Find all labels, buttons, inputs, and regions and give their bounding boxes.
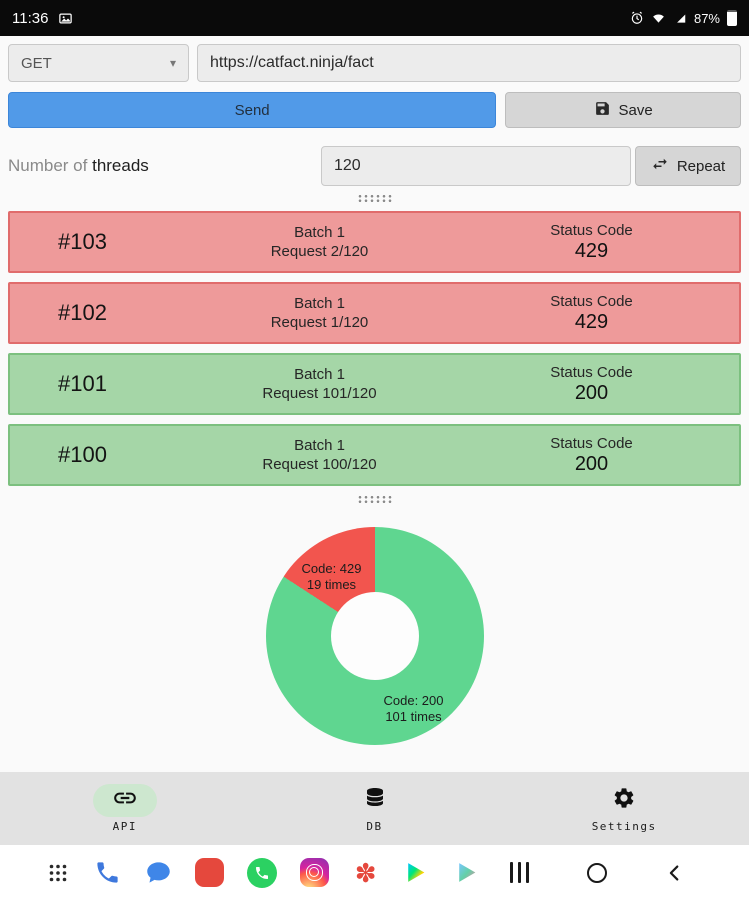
actions-row: Send Save	[8, 92, 741, 128]
nav-item-settings[interactable]: Settings	[499, 784, 749, 833]
nav-label-settings: Settings	[591, 820, 657, 833]
instagram-app-icon[interactable]	[299, 857, 329, 889]
messages-app-icon[interactable]	[145, 857, 172, 889]
result-id: #101	[58, 371, 107, 396]
http-method-value: GET	[21, 54, 52, 72]
phone-app-icon[interactable]	[94, 857, 121, 889]
send-button-label: Send	[234, 101, 270, 119]
repeat-button-label: Repeat	[676, 157, 726, 175]
bottom-navigation: API DB Settings	[0, 772, 749, 845]
selected-pill	[92, 784, 157, 817]
results-list: #103 Batch 1 Request 2/120 Status Code 4…	[0, 211, 749, 486]
threads-count-input[interactable]	[321, 146, 631, 186]
signal-icon	[673, 11, 687, 25]
database-icon	[363, 786, 387, 815]
threads-label: Number of threads	[8, 156, 149, 175]
donut-chart	[265, 527, 484, 745]
gear-icon	[612, 786, 636, 815]
resize-handle-top[interactable]	[356, 194, 393, 203]
save-button[interactable]: Save	[505, 92, 741, 128]
flower-app-icon[interactable]: ✽	[354, 857, 377, 888]
screenshot-icon	[58, 11, 73, 26]
back-icon[interactable]	[659, 857, 691, 889]
send-button[interactable]: Send	[8, 92, 497, 128]
save-icon	[594, 100, 611, 121]
taskbar: ✽	[0, 845, 749, 900]
wifi-icon	[651, 11, 666, 25]
result-card[interactable]: #102 Batch 1 Request 1/120 Status Code 4…	[8, 282, 741, 344]
nav-item-api[interactable]: API	[0, 784, 250, 833]
resize-handle-bottom[interactable]	[356, 495, 393, 504]
home-icon[interactable]	[581, 857, 613, 889]
result-status: Status Code 429	[444, 222, 739, 262]
save-button-label: Save	[618, 101, 653, 119]
status-code-value: 200	[574, 453, 609, 475]
threads-row: Number of threads Repeat	[8, 146, 741, 186]
result-batch-request: Batch 1 Request 100/120	[262, 437, 377, 473]
result-id: #103	[58, 229, 107, 254]
status-time: 11:36	[12, 9, 49, 27]
result-card[interactable]: #101 Batch 1 Request 101/120 Status Code…	[8, 353, 741, 415]
result-batch-request: Batch 1 Request 2/120	[270, 224, 369, 260]
url-input[interactable]	[197, 44, 741, 82]
result-card[interactable]: #103 Batch 1 Request 2/120 Status Code 4…	[8, 211, 741, 273]
alarm-icon	[630, 11, 644, 25]
play-colored-app-icon[interactable]	[402, 857, 429, 889]
http-method-select[interactable]: GET ▾	[8, 44, 189, 82]
status-bar: 11:36 87%	[0, 0, 749, 36]
repeat-icon	[651, 155, 669, 177]
repeat-button[interactable]: Repeat	[635, 146, 741, 186]
result-id: #102	[58, 300, 107, 325]
slice-label-429: Code: 429 19 times	[301, 561, 362, 592]
battery-icon	[727, 10, 737, 26]
result-card[interactable]: #100 Batch 1 Request 100/120 Status Code…	[8, 424, 741, 486]
system-nav-keys	[503, 857, 705, 889]
status-code-chart: Code: 429 19 times Code: 200 101 times	[0, 510, 749, 762]
recents-icon[interactable]	[503, 857, 535, 889]
red-app-icon[interactable]	[194, 857, 224, 889]
apps-grid-icon[interactable]	[44, 857, 71, 889]
nav-item-db[interactable]: DB	[250, 784, 500, 833]
link-icon	[112, 785, 138, 816]
status-code-value: 200	[574, 382, 609, 404]
status-code-value: 429	[574, 311, 609, 333]
whatsapp-app-icon[interactable]	[246, 857, 277, 889]
result-id: #100	[58, 442, 107, 467]
chevron-down-icon: ▾	[169, 56, 176, 70]
request-row: GET ▾	[8, 44, 741, 82]
result-batch-request: Batch 1 Request 1/120	[270, 295, 369, 331]
result-status: Status Code 200	[444, 364, 739, 404]
play-store-app-icon[interactable]	[453, 857, 480, 889]
nav-label-api: API	[112, 820, 138, 833]
status-code-value: 429	[574, 240, 609, 262]
nav-label-db: DB	[366, 820, 383, 833]
result-status: Status Code 429	[444, 293, 739, 333]
result-batch-request: Batch 1 Request 101/120	[262, 366, 377, 402]
result-status: Status Code 200	[444, 435, 739, 475]
battery-percent: 87%	[693, 10, 720, 26]
slice-label-200: Code: 200 101 times	[383, 693, 444, 724]
